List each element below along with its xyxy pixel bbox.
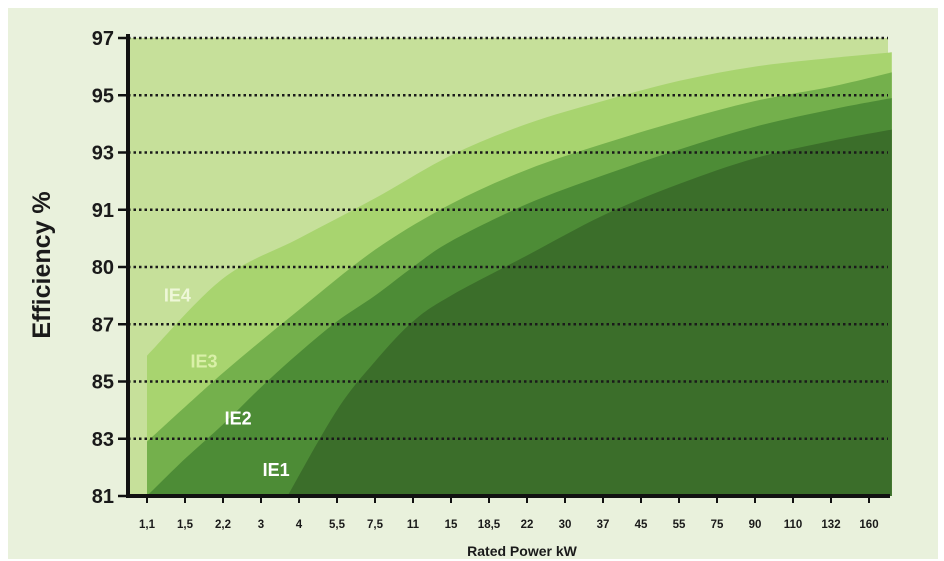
band-label-ie1: IE1 [263,460,290,480]
x-tick-label: 5,5 [329,519,346,531]
y-tick-label: 87 [92,314,114,336]
band-labels: IE4 IE3 IE2 IE1 [164,286,290,481]
x-tick-label: 2,2 [215,519,231,531]
x-tick-label: 75 [711,519,724,531]
y-tick-label: 93 [92,143,114,165]
band-label-ie4: IE4 [164,286,191,306]
y-tick-label: 97 [92,28,114,50]
x-axis-title: Rated Power kW [467,543,577,559]
x-tick-label: 37 [597,519,610,531]
x-tick-label: 90 [749,519,762,531]
efficiency-bands [147,52,892,497]
x-tick-label: 55 [673,519,686,531]
plot-area [128,36,892,497]
band-label-ie3: IE3 [190,351,217,371]
y-tick-label: 85 [92,372,114,394]
x-tick-label: 4 [296,519,303,531]
y-tick-label: 83 [92,429,114,451]
y-axis-title: Efficiency % [28,191,56,338]
x-tick-label: 132 [821,519,840,531]
x-tick-label: 1,5 [177,519,194,531]
y-axis-ticks: 81 83 85 87 80 91 93 95 97 [92,28,128,508]
x-tick-label: 18,5 [478,519,501,531]
x-tick-label: 45 [635,519,648,531]
y-tick-label: 81 [92,486,114,508]
y-tick-label: 91 [92,200,114,222]
y-tick-label: 95 [92,85,114,107]
gridlines [128,36,888,440]
x-tick-label: 110 [784,519,803,531]
x-tick-label: 30 [559,519,572,531]
x-tick-label: 7,5 [367,519,384,531]
axes: 81 83 85 87 80 91 93 95 97 1,1 1,5 2,2 3 4 5,5 7,5 11 15… [92,28,890,531]
x-tick-label: 160 [859,519,878,531]
y-tick-label: 80 [92,257,114,279]
x-tick-label: 1,1 [139,519,156,531]
x-tick-label: 15 [445,519,458,531]
x-tick-label: 3 [258,519,264,531]
x-tick-label: 22 [521,519,534,531]
x-tick-label: 11 [407,519,420,531]
x-axis-ticks: 1,1 1,5 2,2 3 4 5,5 7,5 11 15 18,5 22 30 37 45 55 75 90 1… [139,496,879,531]
band-label-ie2: IE2 [225,409,252,429]
band-ie1 [287,129,892,496]
